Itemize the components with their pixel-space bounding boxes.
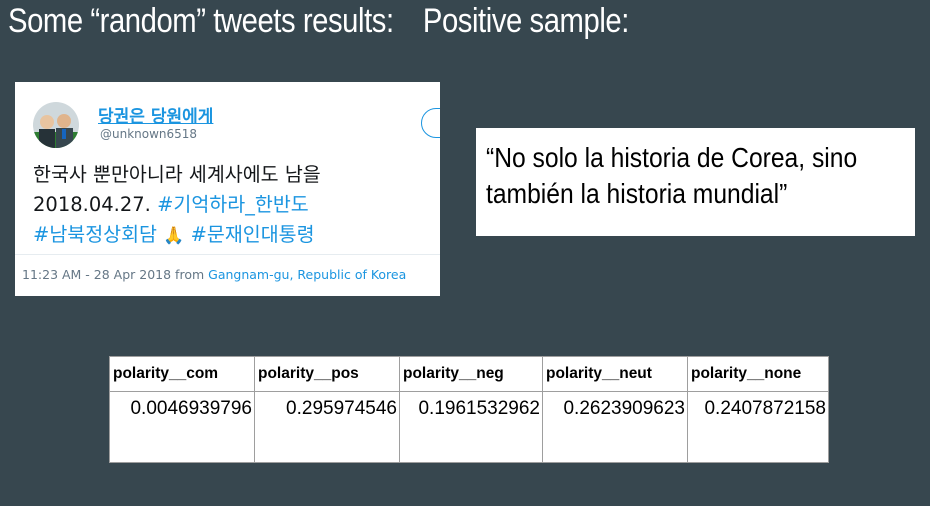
table-cell: 0.1961532962 (399, 391, 543, 463)
user-avatar[interactable] (33, 102, 79, 148)
table-row: 0.0046939796 0.295974546 0.1961532962 0.… (109, 391, 829, 463)
follow-button[interactable] (421, 108, 440, 138)
tweet-date: 2018.04.27. (33, 193, 151, 216)
polarity-results-table: polarity__com polarity__pos polarity__ne… (109, 356, 829, 463)
tweet-screenshot: 당권은 당원에게 @unknown6518 한국사 뿐만아니라 세계사에도 남을… (15, 82, 440, 296)
table-header-cell: polarity__neut (542, 356, 688, 392)
slide-title-right: Positive sample: (422, 2, 629, 40)
hashtag-link[interactable]: #문재인대통령 (190, 223, 315, 246)
table-cell: 0.0046939796 (109, 391, 255, 463)
table-header-row: polarity__com polarity__pos polarity__ne… (109, 356, 829, 392)
tweet-text-line: 한국사 뿐만아니라 세계사에도 남을 (33, 163, 321, 186)
tweet-time[interactable]: 11:23 AM - 28 Apr 2018 from (22, 267, 205, 282)
table-cell: 0.295974546 (254, 391, 400, 463)
tweet-location-link[interactable]: Gangnam-gu, Republic of Korea (208, 267, 407, 282)
user-display-name[interactable]: 당권은 당원에게 (98, 107, 214, 127)
table-cell: 0.2623909623 (542, 391, 688, 463)
table-header-cell: polarity__com (109, 356, 255, 392)
hashtag-link[interactable]: #기억하라_한반도 (157, 193, 309, 216)
slide-title-left: Some “random” tweets results: (8, 2, 394, 40)
table-cell: 0.2407872158 (687, 391, 829, 463)
translation-text: “No solo la historia de Corea, sino tamb… (486, 142, 858, 209)
slide-title: Some “random” tweets results: Positive sa… (8, 2, 629, 41)
table-header-cell: polarity__none (687, 356, 829, 392)
tweet-text: 한국사 뿐만아니라 세계사에도 남을 2018.04.27. #기억하라_한반도… (33, 160, 440, 251)
hashtag-link[interactable]: #남북정상회담 (33, 223, 157, 246)
tweet-timestamp: 11:23 AM - 28 Apr 2018 from Gangnam-gu, … (22, 267, 406, 282)
table-header-cell: polarity__pos (254, 356, 400, 392)
folded-hands-emoji: 🙏 (163, 226, 185, 246)
user-handle: @unknown6518 (100, 127, 198, 141)
tweet-divider (15, 254, 440, 255)
table-header-cell: polarity__neg (399, 356, 543, 392)
translation-box: “No solo la historia de Corea, sino tamb… (476, 128, 915, 236)
